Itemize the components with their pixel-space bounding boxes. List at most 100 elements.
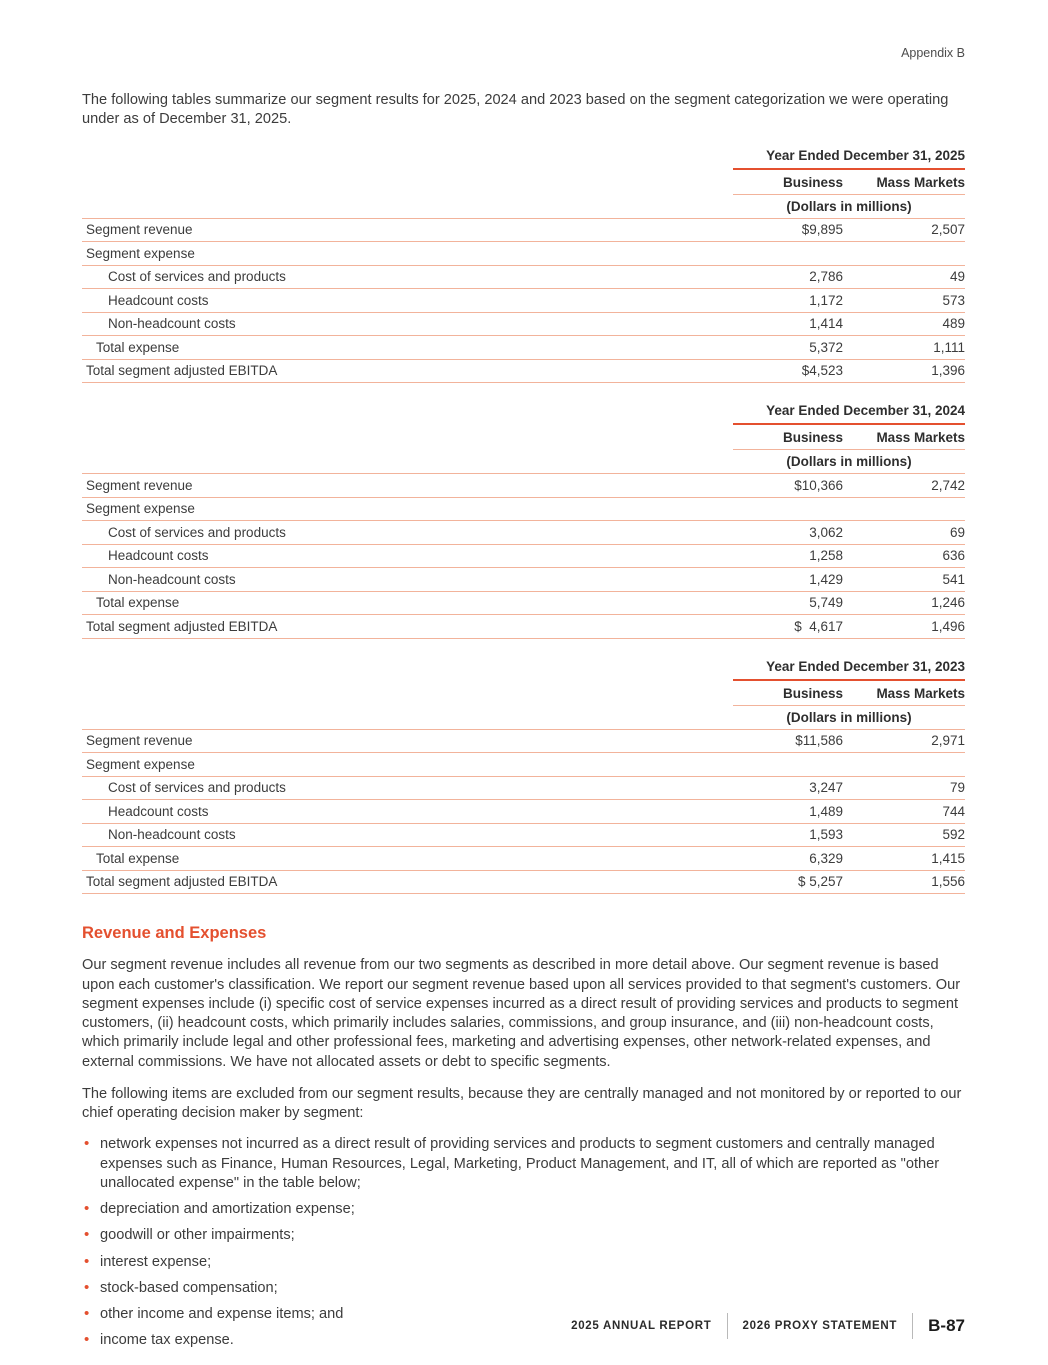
row-value: $11,586	[795, 733, 843, 749]
row-value: 636	[942, 548, 965, 564]
table-row: Non-headcount costs 1,429 541	[82, 568, 965, 592]
row-value: 2,742	[931, 477, 965, 493]
units-label: (Dollars in millions)	[786, 454, 912, 470]
table-row: Cost of services and products 2,786 49	[82, 266, 965, 290]
row-value: 489	[942, 316, 965, 332]
row-value: 541	[942, 571, 965, 587]
row-value: 5,372	[809, 339, 843, 355]
row-value: $4,523	[801, 363, 843, 379]
page-number: B-87	[928, 1316, 965, 1335]
table-row: Segment revenue $11,586 2,971	[82, 730, 965, 754]
row-value: 573	[942, 292, 965, 308]
intro-paragraph: The following tables summarize our segme…	[82, 92, 949, 128]
row-value: 744	[942, 803, 965, 819]
row-value: 1,429	[809, 571, 843, 587]
row-value: $10,366	[794, 477, 843, 493]
table-column-headers: Business Mass Markets	[733, 681, 965, 706]
column-header-business: Business	[782, 685, 843, 701]
row-label: Headcount costs	[108, 803, 209, 819]
table-units-row: (Dollars in millions)	[82, 706, 965, 730]
table-row: Total expense 5,372 1,111	[82, 336, 965, 360]
list-item: income tax expense.	[82, 1330, 965, 1350]
footer-proxy-statement-label: 2026 PROXY STATEMENT	[742, 1320, 898, 1332]
row-value: 69	[949, 524, 965, 540]
segment-results-table-2023: Year Ended December 31, 2023 Business Ma…	[82, 659, 965, 895]
table-rows: Segment revenue $11,586 2,971 Segment expen…	[82, 730, 965, 895]
table-title: Year Ended December 31, 2025	[733, 148, 965, 170]
table-units-row: (Dollars in millions)	[82, 195, 965, 219]
table-row: Segment expense	[82, 242, 965, 266]
row-value: 6,329	[809, 850, 843, 866]
row-label: Headcount costs	[108, 292, 209, 308]
column-header-mass-markets: Mass Markets	[876, 685, 965, 701]
row-value: 1,258	[809, 548, 843, 564]
row-value: 1,111	[933, 339, 965, 355]
row-label: Total segment adjusted EBITDA	[86, 874, 278, 890]
footer-divider	[726, 1313, 728, 1339]
row-label: Segment expense	[86, 756, 195, 772]
table-row: Segment expense	[82, 498, 965, 522]
row-label: Total segment adjusted EBITDA	[86, 618, 278, 634]
list-item: stock-based compensation;	[82, 1278, 965, 1298]
table-row: Total segment adjusted EBITDA $4,523 1,396	[82, 360, 965, 384]
section-heading-revenue-and-expenses: Revenue and Expenses	[82, 924, 267, 943]
row-value: 49	[949, 269, 965, 285]
table-column-headers: Business Mass Markets	[733, 170, 965, 195]
column-header-mass-markets: Mass Markets	[876, 174, 965, 190]
row-value: $9,895	[801, 222, 843, 238]
row-label: Headcount costs	[108, 548, 209, 564]
table-row: Headcount costs 1,172 573	[82, 289, 965, 313]
row-value: 1,496	[931, 618, 965, 634]
row-value: 1,396	[931, 363, 965, 379]
table-row: Headcount costs 1,489 744	[82, 800, 965, 824]
table-row: Non-headcount costs 1,593 592	[82, 824, 965, 848]
row-label: Segment expense	[86, 245, 195, 261]
row-value: 1,246	[931, 595, 965, 611]
table-row: Cost of services and products 3,062 69	[82, 521, 965, 545]
table-row: Total segment adjusted EBITDA $ 5,257 1,55…	[82, 871, 965, 895]
row-value: 1,415	[931, 850, 965, 866]
table-row: Cost of services and products 3,247 79	[82, 777, 965, 801]
row-value: 5,749	[809, 595, 843, 611]
table-row: Total expense 6,329 1,415	[82, 847, 965, 871]
row-label: Total expense	[96, 850, 180, 866]
row-label: Non-headcount costs	[108, 827, 236, 843]
row-label: Non-headcount costs	[108, 571, 236, 587]
table-row: Non-headcount costs 1,414 489	[82, 313, 965, 337]
row-label: Segment expense	[86, 501, 195, 517]
row-value: 79	[949, 780, 965, 796]
row-label: Cost of services and products	[108, 780, 286, 796]
list-item: depreciation and amortization expense;	[82, 1199, 965, 1219]
row-label: Total expense	[96, 339, 180, 355]
row-value: 3,062	[809, 524, 843, 540]
row-value: 1,593	[809, 827, 843, 843]
footer-annual-report-label: 2025 ANNUAL REPORT	[571, 1320, 712, 1332]
row-label: Cost of services and products	[108, 269, 286, 285]
row-label: Non-headcount costs	[108, 316, 236, 332]
row-value: 1,489	[809, 803, 843, 819]
table-row: Segment revenue $10,366 2,742	[82, 474, 965, 498]
table-title: Year Ended December 31, 2024	[733, 403, 965, 426]
row-value: 592	[942, 827, 965, 843]
row-value: 1,414	[809, 316, 843, 332]
appendix-label: Appendix B	[901, 46, 965, 60]
segment-results-table-2025: Year Ended December 31, 2025 Business Ma…	[82, 148, 965, 384]
segment-results-table-2024: Year Ended December 31, 2024 Business Ma…	[82, 403, 965, 639]
list-item: goodwill or other impairments;	[82, 1225, 965, 1245]
table-row: Headcount costs 1,258 636	[82, 545, 965, 569]
table-rows: Segment revenue $10,366 2,742 Segment expen…	[82, 474, 965, 639]
table-row: Segment revenue $9,895 2,507	[82, 219, 965, 243]
column-header-mass-markets: Mass Markets	[876, 430, 965, 446]
row-value: 1,556	[931, 874, 965, 890]
row-label: Total expense	[96, 595, 180, 611]
list-item: network expenses not incurred as a direc…	[82, 1134, 965, 1193]
table-rows: Segment revenue $9,895 2,507 Segment expens…	[82, 219, 965, 384]
excluded-items-intro-paragraph: The following items are excluded from ou…	[82, 1085, 962, 1122]
column-header-business: Business	[782, 174, 843, 190]
row-label: Segment revenue	[86, 733, 193, 749]
page-footer: 2025 ANNUAL REPORT 2026 PROXY STATEMENT …	[571, 1313, 965, 1339]
excluded-items-list: network expenses not incurred as a direc…	[82, 1134, 965, 1350]
units-label: (Dollars in millions)	[786, 709, 912, 725]
row-value: 3,247	[809, 780, 843, 796]
row-value: 2,971	[931, 733, 965, 749]
